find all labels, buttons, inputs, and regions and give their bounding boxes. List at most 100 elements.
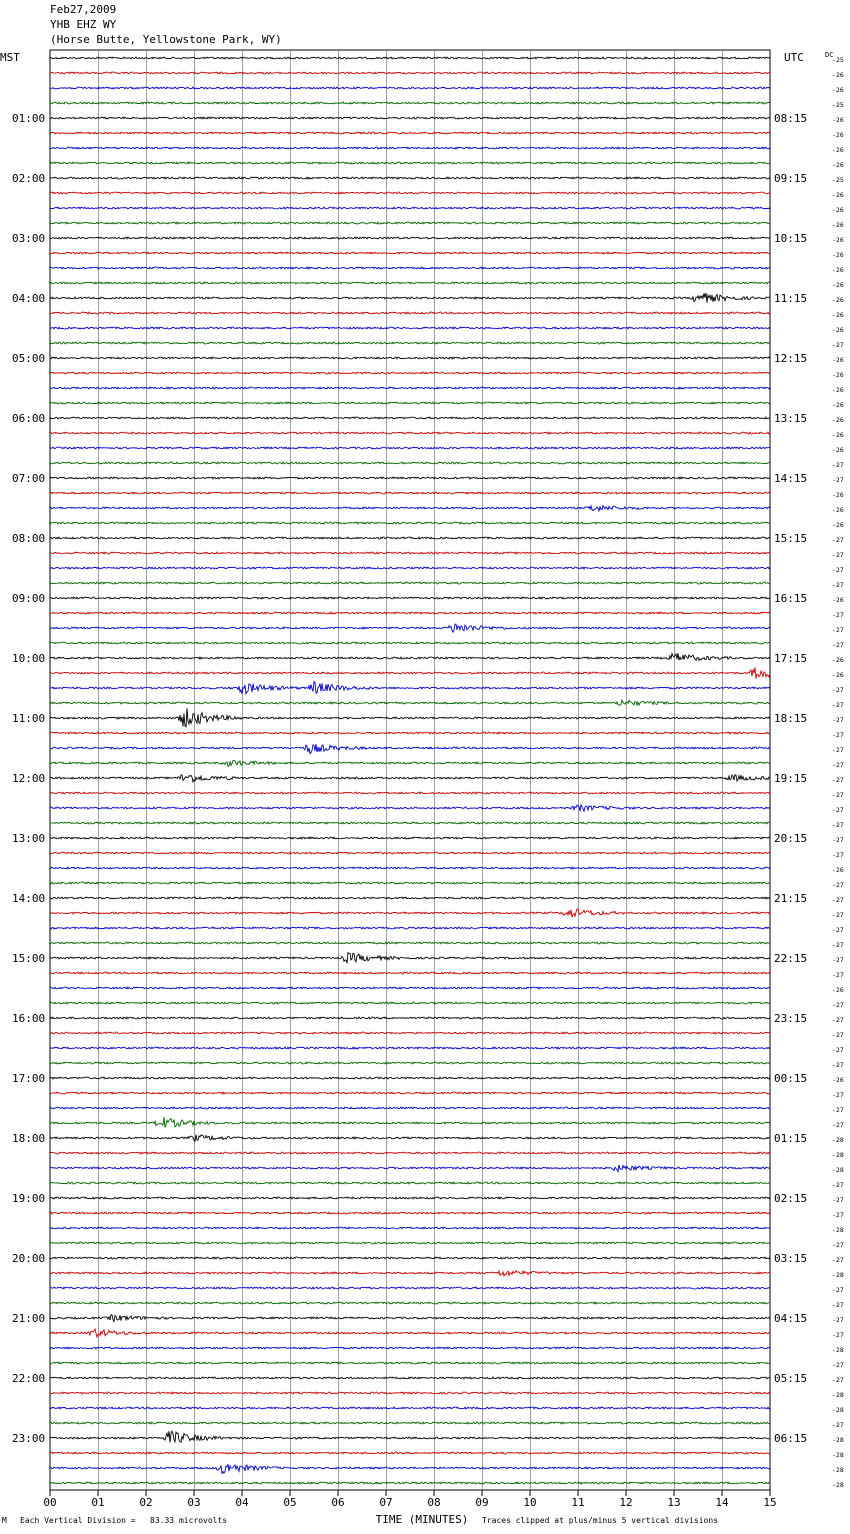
dc-offset-label: -26: [832, 986, 844, 994]
dc-offset-label: -26: [832, 596, 844, 604]
trace-row: [49, 431, 771, 435]
trace-row: [49, 1256, 771, 1260]
trace-row: [49, 101, 771, 105]
trace-row: [49, 1286, 771, 1290]
x-tick-label: 10: [523, 1496, 536, 1509]
utc-hour-label: 15:15: [774, 532, 807, 545]
trace-row: [49, 1327, 770, 1339]
mst-hour-label: 12:00: [12, 772, 45, 785]
mst-hour-label: 21:00: [12, 1312, 45, 1325]
mst-hour-label: 14:00: [12, 892, 45, 905]
trace-row: [50, 551, 771, 555]
trace-row: [49, 371, 771, 375]
trace-row: [49, 566, 771, 570]
dc-offset-label: -28: [832, 1391, 844, 1399]
trace-row: [49, 1211, 771, 1215]
trace-row: [49, 803, 771, 813]
dc-offset-label: -27: [832, 1031, 844, 1039]
trace-row: [49, 1076, 771, 1080]
utc-hour-label: 16:15: [774, 592, 807, 605]
trace-row: [49, 1430, 771, 1444]
trace-row: [49, 1091, 771, 1095]
dc-offset-label: -26: [832, 416, 844, 424]
dc-offset-label: -27: [832, 776, 844, 784]
mst-hour-label: 19:00: [12, 1192, 45, 1205]
dc-offset-label: -27: [832, 1331, 844, 1339]
trace-row: [49, 611, 771, 615]
dc-offset-label: -26: [832, 251, 844, 259]
x-tick-label: 06: [331, 1496, 344, 1509]
trace-row: [50, 86, 771, 90]
trace-row: [49, 698, 771, 707]
dc-offset-label: -26: [832, 386, 844, 394]
x-tick-label: 07: [379, 1496, 392, 1509]
dc-offset-label: -26: [832, 311, 844, 319]
clip-note: Traces clipped at plus/minus 5 vertical …: [482, 1516, 719, 1525]
dc-offset-label: -28: [832, 1481, 844, 1489]
dc-offset-label: -28: [832, 1166, 844, 1174]
trace-row: [49, 236, 771, 240]
dc-offset-label: -27: [832, 701, 844, 709]
dc-offset-label: -27: [832, 1361, 844, 1369]
dc-offset-label: -27: [832, 746, 844, 754]
dc-label: DC: [825, 51, 833, 59]
mst-hour-label: 17:00: [12, 1072, 45, 1085]
dc-offset-label: -27: [832, 1181, 844, 1189]
trace-row: [49, 1481, 771, 1485]
dc-offset-label: -26: [832, 521, 844, 529]
dc-offset-label: -26: [832, 71, 844, 79]
trace-row: [49, 952, 771, 964]
dc-offset-label: -27: [832, 1301, 844, 1309]
trace-row: [49, 401, 771, 405]
mst-axis-label: MST: [0, 51, 20, 64]
dc-offset-label: -26: [832, 431, 844, 439]
trace-row: [49, 896, 771, 900]
trace-row: [49, 521, 771, 525]
dc-offset-label: -27: [832, 821, 844, 829]
dc-offset-label: -26: [832, 506, 844, 514]
trace-row: [49, 56, 771, 60]
dc-offset-label: -28: [832, 1271, 844, 1279]
mst-hour-label: 11:00: [12, 712, 45, 725]
trace-row: [49, 1314, 771, 1323]
utc-hour-label: 20:15: [774, 832, 807, 845]
dc-offset-label: -26: [832, 266, 844, 274]
trace-row: [49, 1269, 770, 1278]
dc-offset-label: -26: [832, 401, 844, 409]
dc-offset-label: -27: [832, 581, 844, 589]
trace-row: [49, 266, 771, 270]
x-tick-label: 08: [427, 1496, 440, 1509]
trace-row: [49, 1134, 771, 1143]
trace-row: [49, 1421, 771, 1425]
utc-hour-label: 06:15: [774, 1432, 807, 1445]
dc-offset-label: -27: [832, 461, 844, 469]
dc-offset-label: -27: [832, 1016, 844, 1024]
dc-offset-label: -27: [832, 566, 844, 574]
x-tick-label: 09: [475, 1496, 488, 1509]
mst-hour-label: 02:00: [12, 172, 45, 185]
trace-row: [49, 1106, 771, 1110]
trace-row: [49, 1451, 771, 1455]
trace-row: [50, 1463, 771, 1475]
dc-offset-label: -28: [832, 1346, 844, 1354]
trace-row: [49, 836, 771, 840]
utc-hour-label: 14:15: [774, 472, 807, 485]
dc-offset-label: -26: [832, 326, 844, 334]
dc-offset-label: -27: [832, 731, 844, 739]
trace-row: [49, 161, 771, 165]
mst-hour-label: 13:00: [12, 832, 45, 845]
dc-offset-label: -26: [832, 116, 844, 124]
trace-row: [49, 791, 771, 795]
x-tick-label: 00: [43, 1496, 56, 1509]
station-location: (Horse Butte, Yellowstone Park, WY): [50, 33, 282, 46]
dc-offset-label: -26: [832, 371, 844, 379]
trace-row: [49, 1391, 771, 1395]
x-tick-label: 05: [283, 1496, 296, 1509]
utc-hour-label: 02:15: [774, 1192, 807, 1205]
mst-hour-label: 20:00: [12, 1252, 45, 1265]
trace-row: [49, 1301, 770, 1305]
x-tick-label: 13: [667, 1496, 680, 1509]
dc-offset-label: -27: [832, 686, 844, 694]
mst-hour-label: 04:00: [12, 292, 45, 305]
